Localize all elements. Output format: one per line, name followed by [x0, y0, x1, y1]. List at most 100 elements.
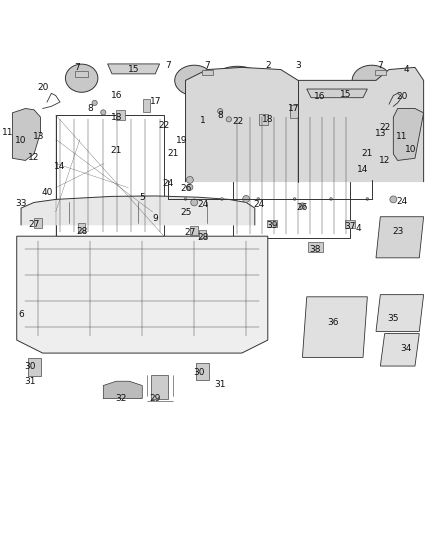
Text: 34: 34 [401, 344, 412, 353]
Circle shape [187, 184, 193, 190]
Text: 25: 25 [180, 208, 191, 217]
Text: 10: 10 [15, 136, 27, 146]
Text: 28: 28 [76, 227, 87, 236]
Text: 14: 14 [357, 165, 369, 174]
Text: 5: 5 [139, 193, 145, 202]
Circle shape [221, 198, 223, 200]
Text: 36: 36 [327, 318, 339, 327]
Text: 13: 13 [374, 128, 386, 138]
Polygon shape [143, 99, 151, 112]
Text: 22: 22 [158, 122, 170, 130]
Polygon shape [28, 358, 41, 376]
Polygon shape [308, 243, 323, 252]
Text: 19: 19 [176, 135, 187, 144]
Circle shape [390, 196, 397, 203]
Text: 21: 21 [111, 147, 122, 156]
Text: 33: 33 [15, 199, 27, 208]
Polygon shape [199, 230, 206, 238]
Polygon shape [186, 67, 424, 182]
Polygon shape [375, 70, 386, 75]
Text: 38: 38 [310, 245, 321, 254]
Text: 16: 16 [110, 91, 122, 100]
Text: 14: 14 [54, 163, 66, 172]
Polygon shape [267, 220, 277, 227]
Text: 35: 35 [388, 314, 399, 323]
Text: 18: 18 [110, 112, 122, 122]
Text: 21: 21 [167, 149, 178, 158]
Text: 3: 3 [295, 61, 301, 70]
Text: 11: 11 [396, 132, 408, 141]
Text: 30: 30 [193, 368, 204, 377]
Text: 40: 40 [41, 188, 53, 197]
Polygon shape [103, 381, 142, 399]
Text: 13: 13 [32, 132, 44, 141]
Polygon shape [259, 114, 268, 125]
Polygon shape [75, 71, 88, 77]
Circle shape [101, 110, 106, 115]
Text: 31: 31 [215, 379, 226, 389]
Text: 11: 11 [2, 128, 14, 137]
Polygon shape [393, 109, 424, 160]
Polygon shape [345, 220, 356, 228]
Text: 8: 8 [88, 104, 93, 113]
Text: 37: 37 [344, 222, 356, 231]
Text: 28: 28 [197, 232, 208, 241]
Text: 2: 2 [265, 61, 271, 70]
Text: 24: 24 [197, 200, 208, 209]
Text: 15: 15 [340, 90, 351, 99]
Text: 24: 24 [396, 197, 408, 206]
Polygon shape [151, 375, 168, 399]
Circle shape [300, 203, 305, 209]
Text: 16: 16 [314, 92, 325, 101]
Text: 10: 10 [405, 145, 417, 154]
Text: 39: 39 [266, 221, 278, 230]
Text: 27: 27 [28, 220, 40, 229]
Polygon shape [380, 334, 419, 366]
Text: 8: 8 [217, 111, 223, 120]
Circle shape [218, 109, 223, 114]
Text: 1: 1 [200, 116, 206, 125]
Text: 27: 27 [184, 228, 195, 237]
Circle shape [257, 198, 260, 200]
Text: 12: 12 [28, 153, 40, 162]
Polygon shape [196, 362, 209, 380]
Text: 21: 21 [362, 149, 373, 158]
Text: 7: 7 [378, 61, 383, 70]
Circle shape [330, 198, 332, 200]
Text: 15: 15 [128, 65, 139, 74]
Ellipse shape [352, 65, 391, 95]
Polygon shape [202, 70, 212, 75]
Polygon shape [376, 295, 424, 332]
Text: 7: 7 [204, 61, 210, 70]
Polygon shape [376, 217, 424, 258]
Text: 32: 32 [115, 394, 126, 403]
Text: 9: 9 [152, 214, 158, 223]
Polygon shape [307, 89, 367, 98]
Polygon shape [302, 297, 367, 358]
Ellipse shape [65, 64, 98, 92]
Polygon shape [290, 106, 298, 118]
Circle shape [187, 176, 193, 183]
Text: 22: 22 [232, 117, 243, 126]
Circle shape [293, 198, 296, 200]
Ellipse shape [209, 66, 265, 103]
Text: 4: 4 [403, 65, 409, 74]
Polygon shape [17, 236, 268, 353]
Text: 22: 22 [379, 124, 390, 133]
Polygon shape [190, 226, 198, 236]
Text: 18: 18 [262, 115, 274, 124]
Circle shape [184, 198, 187, 200]
Text: 26: 26 [297, 203, 308, 212]
Text: 23: 23 [392, 228, 403, 236]
Circle shape [92, 100, 97, 106]
Text: 7: 7 [166, 61, 171, 70]
Text: 26: 26 [180, 184, 191, 193]
Text: 7: 7 [74, 63, 80, 72]
Text: 24: 24 [254, 200, 265, 209]
Polygon shape [117, 110, 125, 120]
Polygon shape [12, 109, 41, 160]
Text: 24: 24 [162, 179, 174, 188]
Circle shape [191, 199, 198, 206]
Polygon shape [78, 223, 85, 232]
Polygon shape [207, 69, 268, 102]
